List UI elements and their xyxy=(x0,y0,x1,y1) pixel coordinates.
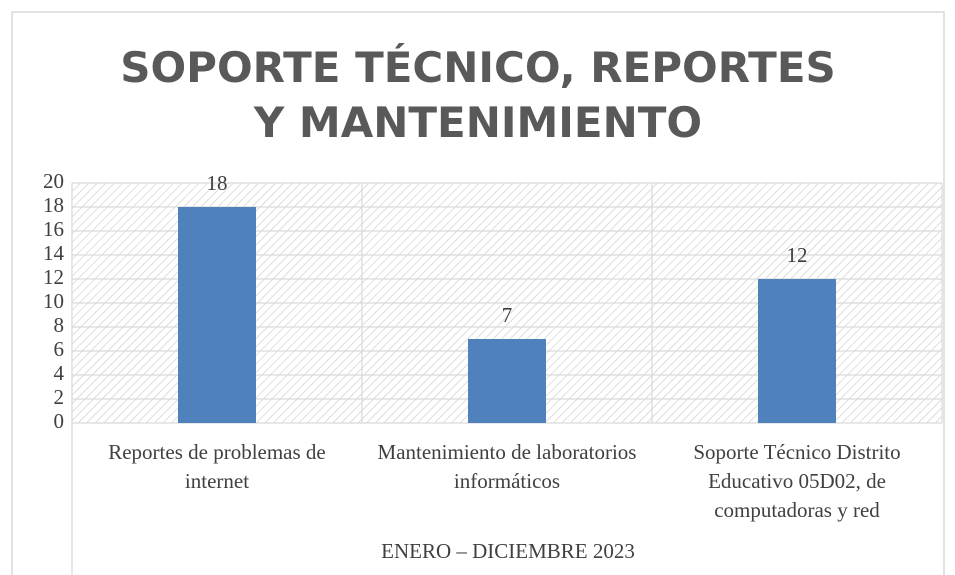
y-tick-label: 8 xyxy=(54,313,65,337)
y-tick-label: 18 xyxy=(43,193,64,217)
data-label: 18 xyxy=(207,171,228,195)
x-tick-label: Soporte Técnico Distrito Educativo 05D02,… xyxy=(693,440,900,522)
y-tick-label: 12 xyxy=(43,265,64,289)
x-tick-label: Reportes de problemas de internet xyxy=(108,440,326,493)
bar xyxy=(178,207,256,423)
y-tick-label: 20 xyxy=(43,169,64,193)
y-tick-label: 10 xyxy=(43,289,64,313)
y-tick-label: 4 xyxy=(54,361,65,385)
y-tick-label: 2 xyxy=(54,385,65,409)
y-tick-label: 6 xyxy=(54,337,65,361)
y-tick-label: 14 xyxy=(43,241,65,265)
y-tick-label: 0 xyxy=(54,409,65,433)
x-tick-label: Mantenimiento de laboratorios informático… xyxy=(378,440,637,493)
bar xyxy=(468,339,546,423)
y-tick-label: 16 xyxy=(43,217,64,241)
chart-title: SOPORTE TÉCNICO, REPORTES Y MANTENIMIENTO xyxy=(120,42,836,147)
data-label: 12 xyxy=(787,243,808,267)
x-axis-label: ENERO – DICIEMBRE 2023 xyxy=(381,539,635,563)
data-label: 7 xyxy=(502,303,513,327)
bar xyxy=(758,279,836,423)
